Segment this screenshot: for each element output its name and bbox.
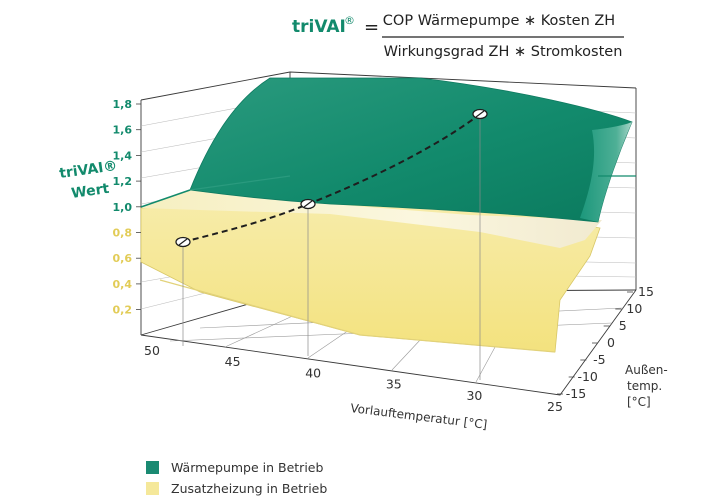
- threshold-line-left: [140, 189, 191, 208]
- legend-label-zusatzheizung: Zusatzheizung in Betrieb: [171, 481, 328, 496]
- z-axis-label-line3: [°C]: [627, 395, 651, 409]
- threshold-line-back: [189, 175, 291, 191]
- y-axis-title: triVAI® Wert: [58, 158, 118, 202]
- legend-swatch-green: [146, 461, 159, 474]
- z-tick-label: -15: [566, 386, 586, 401]
- x-tick-label: 25: [547, 399, 563, 414]
- data-point: [472, 108, 488, 120]
- y-axis-label-line1: triVAI®: [58, 158, 118, 182]
- x-axis-ticks: 50 45 40 35 30 25: [144, 343, 563, 414]
- y-axis-ticks: 1,8 1,6 1,4 1,2 1,0 0,8 0,6 0,4 0,2: [113, 98, 141, 317]
- x-tick-label: 30: [466, 388, 482, 403]
- z-tick-label: 10: [626, 301, 642, 316]
- formula-name: triVAI: [292, 17, 346, 37]
- z-tick-label: -5: [593, 352, 605, 367]
- frame-floor-front-edge: [140, 289, 637, 396]
- point-guides: [182, 114, 481, 380]
- legend-label-waermepumpe: Wärmepumpe in Betrieb: [171, 460, 324, 475]
- x-tick-label: 40: [305, 365, 321, 380]
- y-tick-label: 1,4: [113, 149, 133, 162]
- z-tick-label: 15: [638, 284, 654, 299]
- z-tick-label: 5: [619, 318, 627, 333]
- formula-equals: =: [364, 17, 379, 38]
- x-tick-label: 35: [386, 377, 402, 392]
- y-tick-label: 0,6: [113, 252, 133, 265]
- z-tick-label: -10: [577, 369, 597, 384]
- x-axis-title: Vorlauftemperatur [°C]: [350, 401, 488, 432]
- legend-swatch-yellow: [146, 482, 159, 495]
- y-tick-label: 0,8: [113, 227, 133, 240]
- y-axis-label-line2: Wert: [70, 181, 110, 202]
- legend-item-waermepumpe: Wärmepumpe in Betrieb: [146, 460, 323, 475]
- z-tick-label: 0: [607, 335, 615, 350]
- formula: triVAI ® = COP Wärmepumpe ∗ Kosten ZH Wi…: [292, 13, 624, 60]
- y-tick-label: 1,0: [113, 201, 133, 214]
- formula-registered-mark: ®: [344, 14, 355, 27]
- x-tick-label: 50: [144, 343, 160, 358]
- y-tick-label: 0,4: [113, 278, 133, 291]
- legend-item-zusatzheizung: Zusatzheizung in Betrieb: [146, 481, 327, 496]
- data-points: [175, 108, 488, 248]
- formula-denominator: Wirkungsgrad ZH ∗ Stromkosten: [384, 44, 623, 60]
- surface-transition-band: [141, 190, 602, 248]
- data-point: [300, 198, 316, 210]
- y-tick-label: 1,8: [113, 98, 133, 111]
- z-axis-title: Außen- temp. [°C]: [625, 363, 668, 409]
- data-point: [175, 236, 191, 248]
- z-axis-label-line2: temp.: [627, 379, 662, 393]
- formula-numerator: COP Wärmepumpe ∗ Kosten ZH: [383, 13, 615, 29]
- x-tick-label: 45: [225, 354, 241, 369]
- y-tick-label: 1,6: [113, 124, 133, 137]
- surface-zusatzheizung-edge: [159, 279, 556, 353]
- z-axis-ticks: 15 10 50-5 -10 -15: [557, 284, 654, 401]
- y-tick-label: 1,2: [113, 175, 133, 188]
- z-axis-label-line1: Außen-: [625, 363, 668, 377]
- y-tick-label: 0,2: [113, 304, 133, 317]
- surface-waermepumpe-highlight: [580, 122, 632, 222]
